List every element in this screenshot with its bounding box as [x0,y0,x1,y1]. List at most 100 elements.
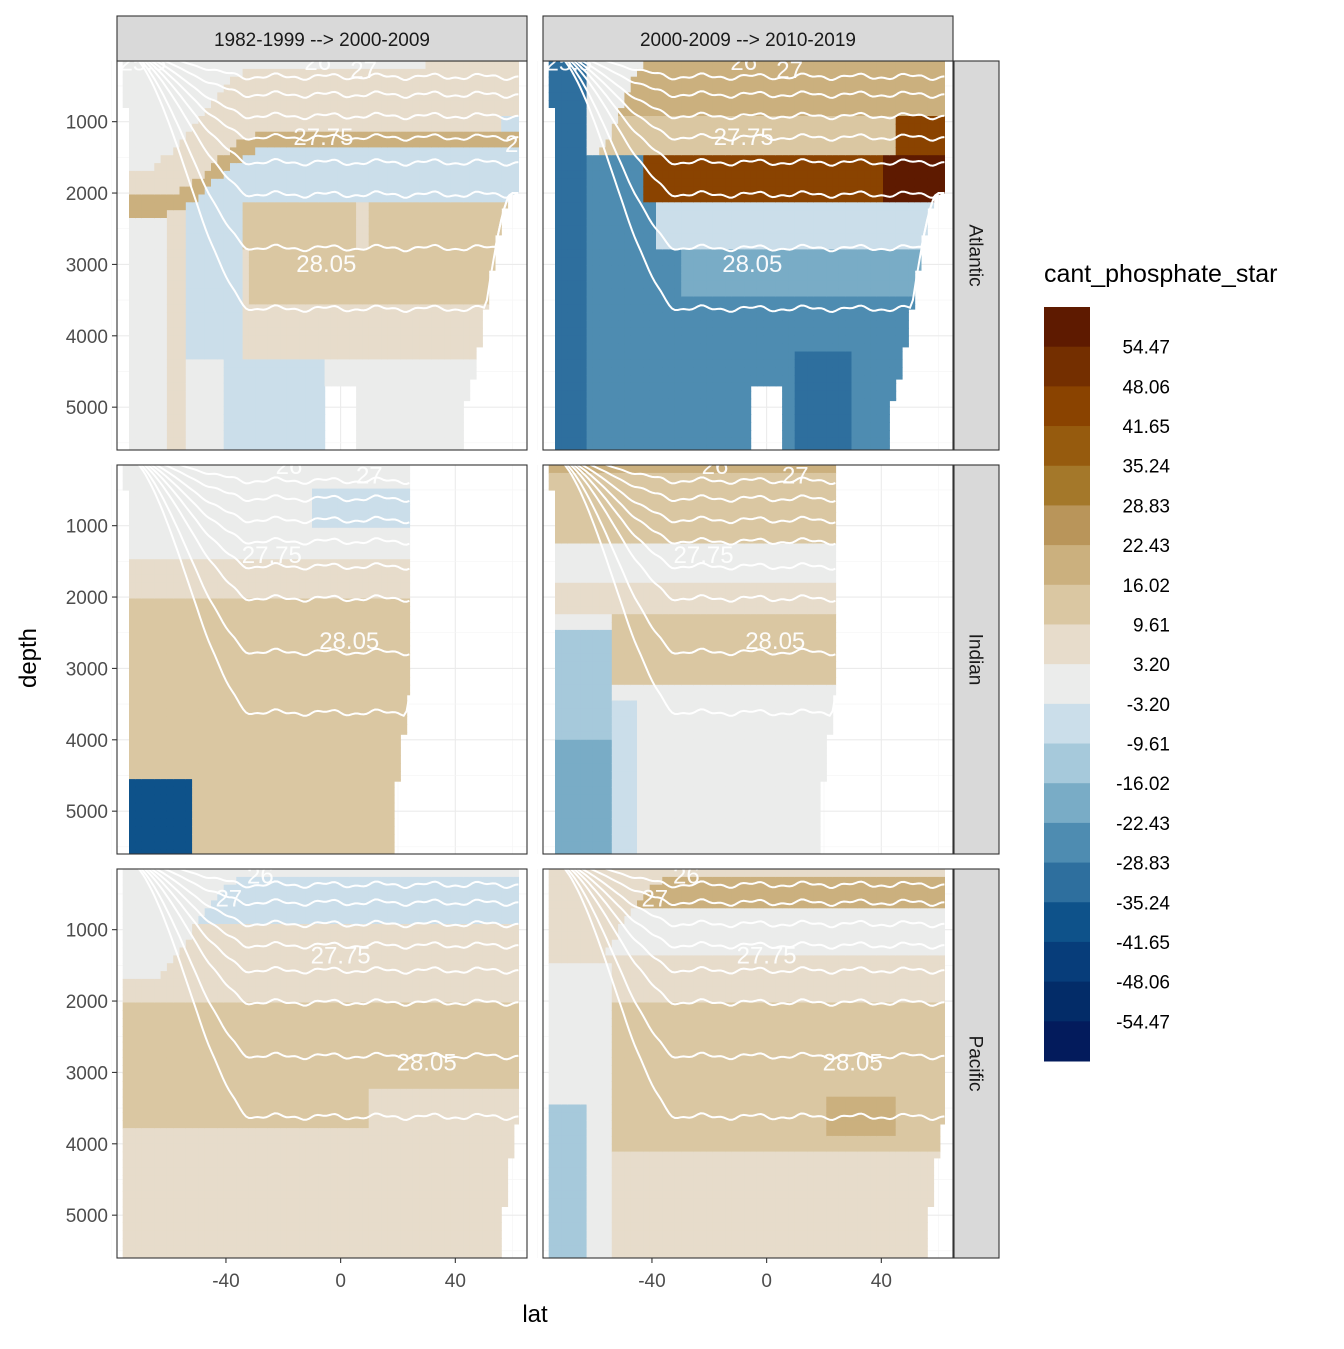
contour-cell [262,226,269,235]
contour-cell [738,391,745,400]
contour-cell [669,328,676,337]
contour-cell [688,218,695,227]
contour-cell [788,328,795,337]
contour-cell [331,226,338,235]
contour-cell [293,218,300,227]
contour-cell [444,108,451,117]
contour-cell [211,140,218,149]
contour-cell [142,100,149,109]
contour-cell [356,383,363,392]
contour-cell [656,187,663,196]
contour-cell [770,226,777,235]
contour-cell [154,202,161,211]
contour-cell [268,116,275,125]
contour-cell [312,383,319,392]
contour-cell [514,61,519,70]
contour-cell [217,375,224,384]
contour-cell [350,281,357,290]
contour-cell [795,179,802,188]
contour-cell [587,218,594,227]
contour-cell [173,187,180,196]
contour-cell [694,116,701,125]
contour-cell [135,359,142,368]
contour-cell [561,226,568,235]
contour-cell [444,61,451,70]
contour-cell [561,100,568,109]
contour-cell [744,163,751,172]
contour-cell [599,320,606,329]
contour-cell [369,359,376,368]
contour-cell [725,179,732,188]
contour-cell [186,218,193,227]
contour-cell [142,249,149,258]
contour-cell [593,179,600,188]
contour-cell [675,383,682,392]
contour-cell [161,265,168,274]
contour-cell [669,352,676,361]
contour-cell [776,375,783,384]
contour-cell [129,383,136,392]
contour-cell [388,383,395,392]
contour-cell [561,273,568,282]
contour-cell [580,187,587,196]
contour-cell [757,100,764,109]
contour-cell [624,414,631,423]
contour-cell [770,320,777,329]
contour-cell [463,391,470,400]
contour-cell [375,422,382,431]
contour-cell [457,352,464,361]
contour-cell [381,147,388,156]
contour-cell [599,179,606,188]
contour-cell [612,359,619,368]
contour-cell [561,116,568,125]
contour-cell [274,210,281,219]
contour-cell [580,422,587,431]
contour-cell [574,210,581,219]
contour-cell [549,85,556,94]
contour-cell [656,375,663,384]
contour-cell [230,195,237,204]
contour-cell [356,399,363,408]
contour-cell [681,297,688,306]
contour-cell [738,281,745,290]
contour-cell [561,147,568,156]
contour-cell [400,391,407,400]
contour-cell [299,383,306,392]
contour-cell [180,438,187,447]
contour-cell [217,187,224,196]
contour-cell [482,249,489,258]
contour-cell [205,265,212,274]
contour-cell [444,273,451,282]
contour-cell [725,234,732,243]
contour-cell [713,273,720,282]
contour-cell [444,226,451,235]
contour-cell [369,367,376,376]
contour-cell [407,257,414,266]
contour-cell [451,399,458,408]
contour-cell [192,399,199,408]
contour-cell [618,336,625,345]
contour-cell [135,218,142,227]
contour-cell [555,265,562,274]
contour-cell [236,352,243,361]
contour-cell [255,163,262,172]
contour-cell [457,430,464,439]
contour-cell [599,257,606,266]
contour-cell [451,375,458,384]
contour-cell [375,124,382,133]
contour-cell [419,422,426,431]
contour-cell [249,61,256,70]
contour-cell [356,257,363,266]
contour-cell [650,163,657,172]
contour-cell [574,163,581,172]
contour-cell [688,257,695,266]
contour-cell [236,281,243,290]
contour-cell [631,328,638,337]
contour-cell [236,399,243,408]
contour-cell [180,391,187,400]
contour-cell [161,218,168,227]
contour-cell [318,226,325,235]
contour-cell [457,281,464,290]
contour-cell [426,249,433,258]
contour-cell [593,226,600,235]
